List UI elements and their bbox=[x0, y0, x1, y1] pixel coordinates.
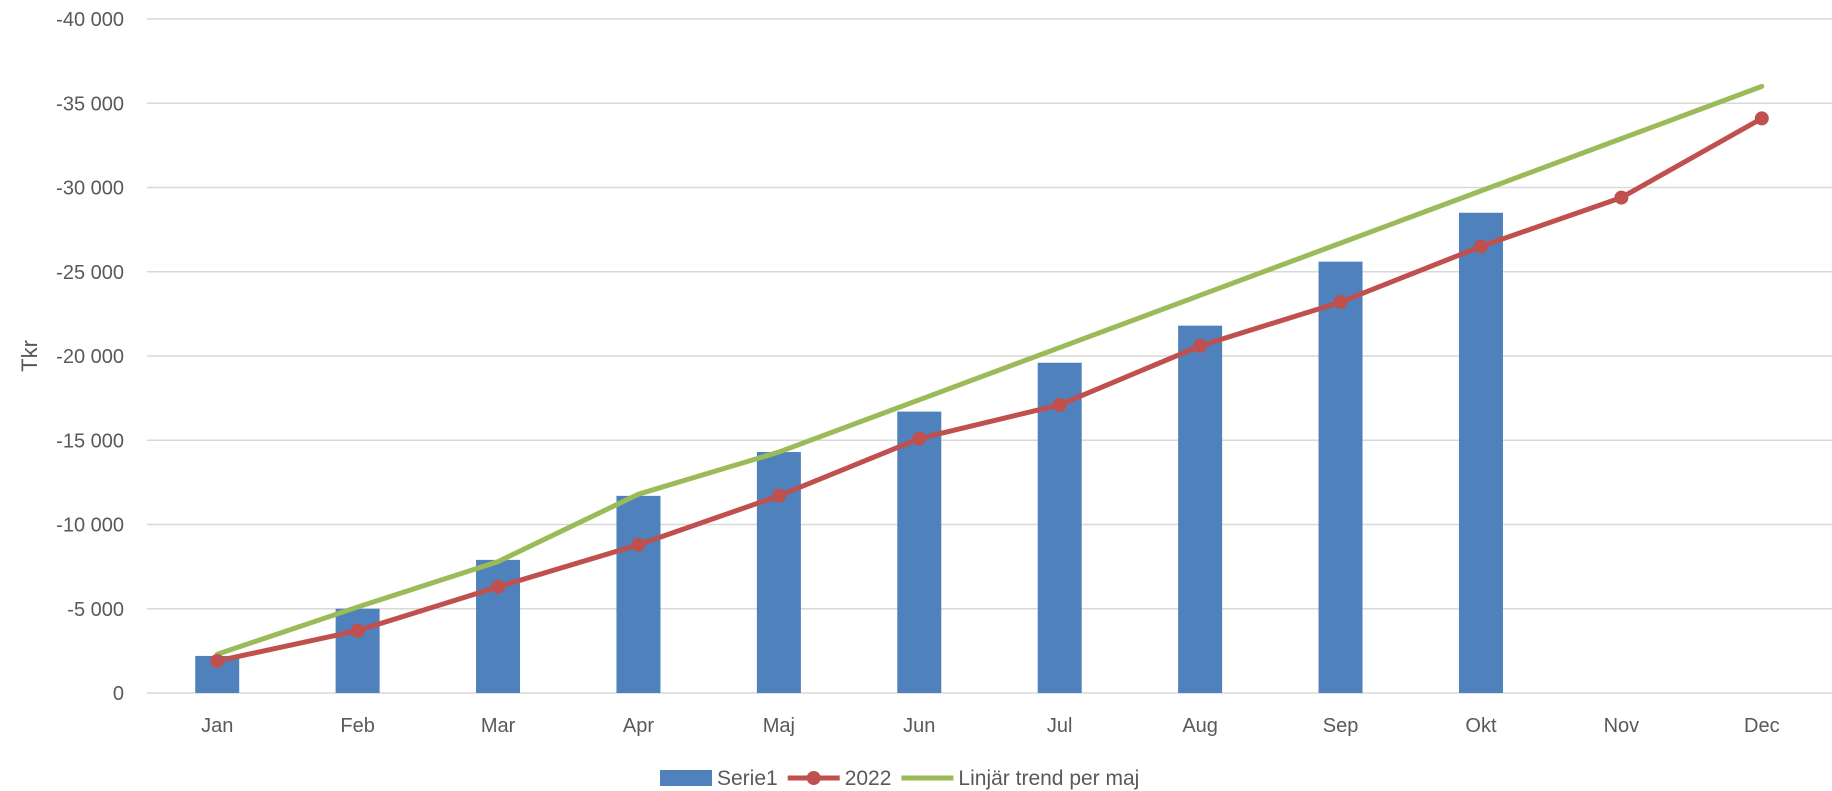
x-tick-label: Jul bbox=[1047, 715, 1073, 737]
line-series bbox=[210, 83, 1769, 668]
line-marker bbox=[1193, 338, 1208, 353]
x-tick-label: Apr bbox=[623, 715, 654, 737]
bar bbox=[897, 411, 942, 693]
y-tick-label: -20 000 bbox=[56, 346, 124, 368]
legend-swatch bbox=[660, 770, 712, 786]
legend-label: Linjär trend per maj bbox=[958, 767, 1139, 790]
y-tick-label: -35 000 bbox=[56, 93, 124, 115]
legend-item: Linjär trend per maj bbox=[901, 767, 1139, 790]
y-tick-labels: 0 -5 000 -10 000 -15 000 -20 000 -25 000 -30 0… bbox=[56, 9, 124, 705]
legend-label: 2022 bbox=[845, 767, 892, 790]
x-tick-label: Jun bbox=[903, 715, 935, 737]
line-marker bbox=[1333, 295, 1348, 310]
bar bbox=[1037, 362, 1082, 693]
line-marker bbox=[350, 623, 365, 638]
line-marker bbox=[912, 431, 927, 446]
legend: Serie1 2022 Linjär trend per maj bbox=[660, 767, 1139, 790]
line-marker bbox=[771, 488, 786, 503]
x-tick-labels: Jan Feb Mar Apr Maj Jun Jul Aug Sep Okt Nov Dec bbox=[201, 715, 1779, 737]
x-tick-label: Nov bbox=[1604, 715, 1640, 737]
y-tick-label: 0 bbox=[113, 683, 124, 705]
line-marker bbox=[210, 653, 225, 668]
y-tick-label: -30 000 bbox=[56, 178, 124, 200]
bar bbox=[1318, 261, 1363, 693]
x-tick-label: Dec bbox=[1744, 715, 1780, 737]
line-marker bbox=[1614, 190, 1629, 205]
bar-series bbox=[195, 212, 1503, 693]
bar bbox=[1178, 325, 1223, 693]
bar bbox=[616, 495, 661, 693]
legend-label: Serie1 bbox=[717, 767, 778, 790]
x-tick-label: Maj bbox=[763, 715, 795, 737]
y-tick-label: -40 000 bbox=[56, 9, 124, 31]
x-tick-label: Sep bbox=[1323, 715, 1359, 737]
y-tick-label: -15 000 bbox=[56, 430, 124, 452]
line-line bbox=[214, 83, 1765, 657]
legend-item: 2022 bbox=[787, 767, 892, 790]
legend-item: Serie1 bbox=[660, 767, 778, 790]
y-tick-label: -5 000 bbox=[67, 599, 124, 621]
x-tick-label: Mar bbox=[481, 715, 516, 737]
y-tick-label: -10 000 bbox=[56, 515, 124, 537]
x-tick-label: Aug bbox=[1182, 715, 1218, 737]
y-tick-label: -25 000 bbox=[56, 262, 124, 284]
legend-marker bbox=[806, 771, 821, 785]
line-marker bbox=[631, 537, 646, 552]
line-marker bbox=[1052, 397, 1067, 412]
line-marker bbox=[491, 579, 506, 594]
y-axis-title: Tkr bbox=[17, 340, 42, 372]
x-tick-label: Okt bbox=[1465, 715, 1497, 737]
line-marker bbox=[1473, 239, 1488, 254]
line-marker bbox=[1754, 111, 1769, 126]
bar bbox=[1458, 212, 1503, 693]
line-line-markers bbox=[214, 115, 1765, 664]
x-tick-label: Feb bbox=[340, 715, 374, 737]
x-tick-label: Jan bbox=[201, 715, 233, 737]
bar bbox=[335, 608, 380, 693]
